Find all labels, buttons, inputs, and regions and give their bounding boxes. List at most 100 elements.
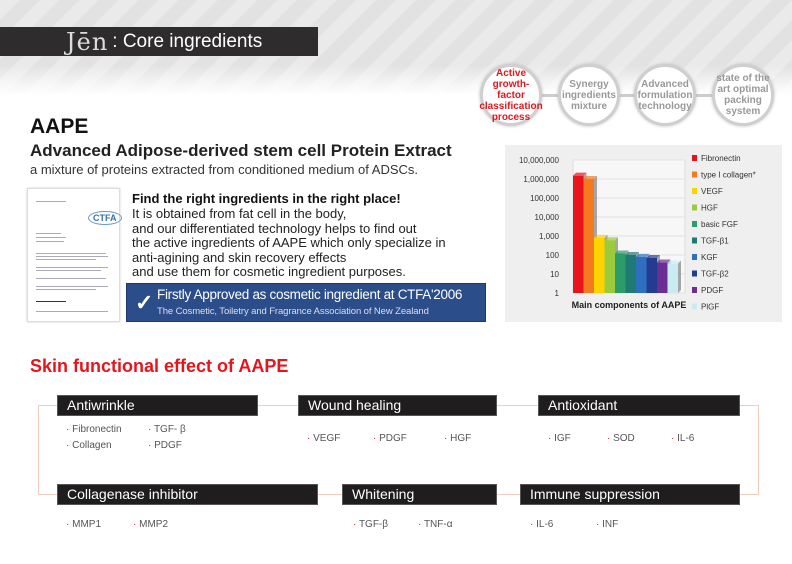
list-item: IL-6 (530, 519, 553, 530)
legend-swatch (692, 155, 697, 161)
connector-line (38, 405, 39, 495)
legend-label: VEGF (701, 187, 723, 196)
legend-label: TGF-β1 (701, 237, 729, 246)
aape-components-chart: 10,000,000 1,000,000 100,000 10,000 1,000 100… (519, 154, 756, 312)
effect-immune-suppression: Immune suppression (520, 484, 740, 505)
bar-pdgf (657, 262, 668, 293)
legend-swatch (692, 287, 697, 293)
connector-line (740, 405, 758, 406)
ctfa-logo: CTFA (88, 211, 122, 225)
checkmark-icon: ✓ (135, 290, 154, 315)
list-item: PDGF (373, 433, 407, 444)
legend-label: type I collagen* (701, 171, 756, 180)
bar-kgf (636, 256, 647, 293)
brand-logo: Jēn (66, 27, 109, 56)
legend-swatch (692, 237, 697, 244)
connector-line (497, 405, 538, 406)
bar-vegf (594, 237, 605, 293)
bar-top (604, 237, 618, 241)
connector-line (318, 494, 342, 495)
legend-swatch (692, 204, 697, 211)
bar-top (615, 250, 629, 254)
list-item: IGF (548, 433, 571, 444)
bar-top (625, 252, 639, 255)
bar-tgf-2 (646, 257, 657, 293)
effect-collagenase-inhibitor: Collagenase inhibitor (57, 484, 318, 505)
chart-panel: 10,000,000 1,000,000 100,000 10,000 1,000 100… (505, 145, 782, 322)
bar-top (594, 234, 608, 238)
bar-hgf (604, 240, 615, 293)
effect-whitening: Whitening (342, 484, 497, 505)
chart-title: Main components of AAPE (572, 300, 687, 310)
legend-swatch (692, 254, 697, 260)
list-item: TGF-β (353, 519, 388, 530)
y-tick-label: 1 (555, 289, 560, 298)
page-title-bar: Jēn : Core ingredients (0, 27, 318, 56)
aape-description: a mixture of proteins extracted from con… (30, 162, 419, 177)
section-title: Skin functional effect of AAPE (30, 356, 289, 376)
bar-top (646, 254, 660, 258)
approval-title: Firstly Approved as cosmetic ingredient … (157, 287, 463, 302)
bar-top (636, 253, 650, 257)
bar-top (583, 176, 597, 179)
y-tick-label: 10,000,000 (519, 156, 560, 165)
legend-swatch (692, 221, 697, 227)
ctfa-certificate-image: CTFA (27, 188, 122, 322)
list-item: INF (596, 519, 618, 530)
bar-side (678, 260, 681, 293)
connector-line (38, 494, 57, 495)
list-item: VEGF (307, 433, 340, 444)
legend-swatch (692, 270, 697, 277)
bar-top (573, 172, 587, 176)
process-step-active-growth-factor: Active growth-factor classification proc… (479, 64, 543, 126)
bar-type-i-collagen- (583, 179, 594, 293)
legend-label: PlGF (701, 303, 719, 312)
effect-wound-healing: Wound healing (298, 395, 497, 416)
list-item: MMP1 (66, 519, 101, 530)
legend-label: basic FGF (701, 220, 738, 229)
legend-swatch (692, 303, 697, 310)
feature-heading: Find the right ingredients in the right … (132, 191, 401, 206)
process-step-synergy: Synergy ingredients mixture (558, 64, 620, 126)
page-title: : Core ingredients (112, 30, 263, 52)
y-tick-label: 10,000 (535, 213, 560, 222)
process-step-packing: state of the art optimal packing system (712, 64, 774, 126)
process-step-formulation: Advanced formulation technology (634, 64, 696, 126)
list-item: HGF (444, 433, 471, 444)
bar-plgf (667, 263, 678, 293)
bar-top (657, 259, 671, 263)
connector-line (497, 494, 520, 495)
list-item: Fibronectin (66, 424, 121, 435)
y-tick-label: 100 (546, 251, 560, 260)
legend-label: KGF (701, 253, 718, 262)
bar-fibronectin (573, 175, 584, 293)
list-item: SOD (607, 433, 635, 444)
list-item: TNF-α (418, 519, 453, 530)
approval-banner: ✓ Firstly Approved as cosmetic ingredien… (126, 283, 486, 322)
connector-line (758, 405, 759, 495)
bar-basic-fgf (615, 253, 626, 293)
effect-antiwrinkle: Antiwrinkle (57, 395, 258, 416)
list-item: Collagen (66, 440, 111, 451)
connector-line (258, 405, 298, 406)
list-item: TGF- β (148, 424, 186, 435)
bar-tgf-1 (625, 255, 636, 293)
list-item: MMP2 (133, 519, 168, 530)
legend-label: Fibronectin (701, 154, 741, 163)
legend-label: PDGF (701, 286, 723, 295)
approval-subtitle: The Cosmetic, Toiletry and Fragrance Ass… (157, 306, 429, 317)
y-tick-label: 1,000,000 (523, 175, 559, 184)
legend-swatch (692, 171, 697, 178)
aape-full-name: Advanced Adipose-derived stem cell Prote… (30, 141, 452, 160)
feature-description: It is obtained from fat cell in the body… (132, 206, 446, 279)
aape-title: AAPE (30, 115, 89, 138)
y-tick-label: 10 (550, 270, 559, 279)
connector-line (38, 405, 57, 406)
effect-antioxidant: Antioxidant (538, 395, 740, 416)
list-item: PDGF (148, 440, 182, 451)
bar-top (667, 260, 681, 264)
legend-label: TGF-β2 (701, 270, 729, 279)
list-item: IL-6 (671, 433, 694, 444)
legend-label: HGF (701, 204, 718, 213)
y-tick-label: 100,000 (530, 194, 559, 203)
